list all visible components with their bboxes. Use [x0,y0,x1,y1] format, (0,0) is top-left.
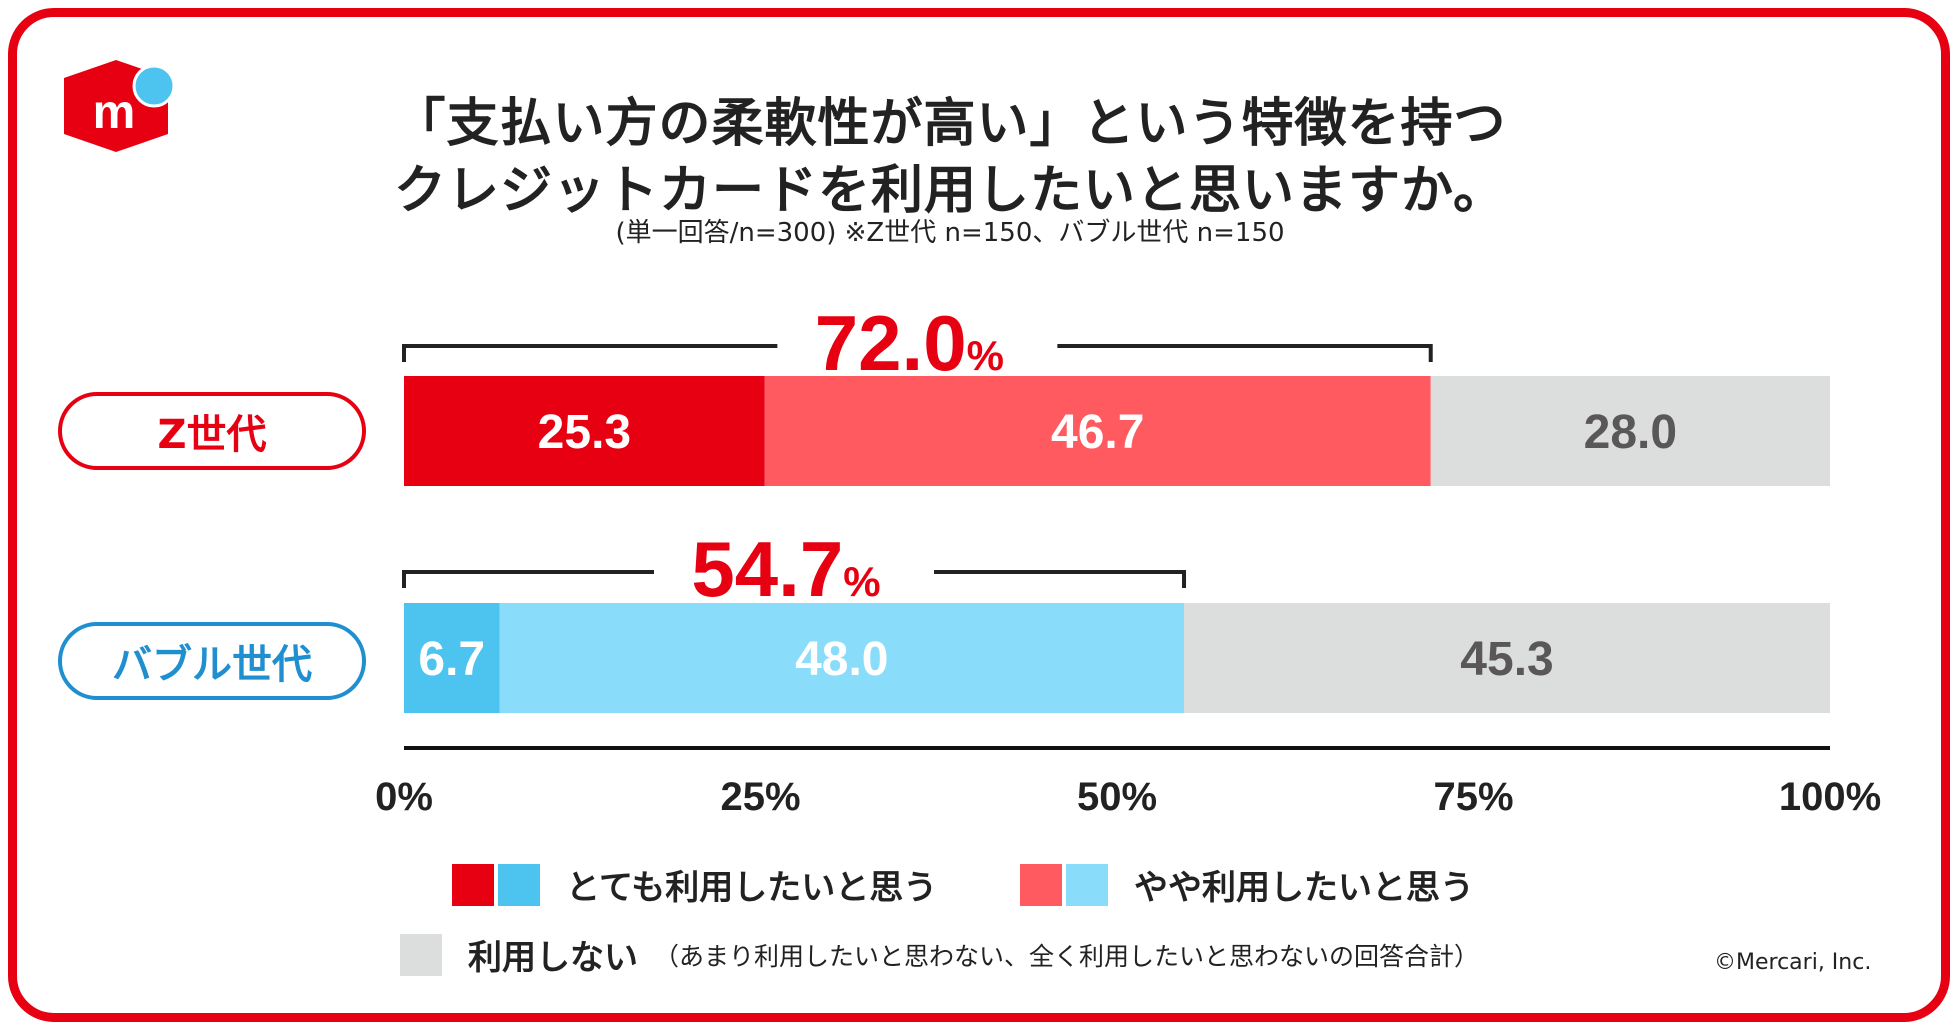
total-value-1: 54.7 [691,525,843,613]
legend-label-very: とても利用したいと思う [566,868,938,908]
legend-item-not: 利用しない （あまり利用したいと思わない、全く利用したいと思わないの回答合計） [400,930,1479,979]
copyright: ©Mercari, Inc. [1714,950,1872,975]
bar-segment-1-0 [404,603,500,713]
x-tick-label-1: 25% [720,775,800,819]
bar-value-label-1-0: 6.7 [418,633,485,686]
total-value-0: 72.0 [815,299,967,387]
total-unit-0: % [967,332,1004,379]
bar-segment-0-1 [764,376,1431,486]
legend-swatch-somewhat-blue [1066,863,1108,906]
card-frame [8,8,1950,1022]
bar-value-label-0-1: 46.7 [1051,406,1144,459]
x-tick-label-4: 100% [1779,775,1881,819]
legend-swatch-not [400,933,442,976]
total-label-0: 72.0% [815,299,1004,387]
bar-value-label-1-2: 45.3 [1460,633,1553,686]
total-bracket-left-1 [402,570,655,588]
legend-item-very: とても利用したいと思う [452,860,937,909]
chart-title-line2: クレジットカードを利用したいと思いますか。 [394,161,1506,221]
total-bracket-right-1 [934,570,1187,588]
bar-segment-0-0 [404,376,765,486]
mercari-logo-icon: m [64,60,174,152]
x-tick-label-0: 0% [375,775,433,819]
bar-segment-1-2 [1184,603,1830,713]
total-label-1: 54.7% [691,525,880,613]
legend-swatch-very-blue [498,863,540,906]
svg-text:m: m [93,86,136,139]
legend-label-somewhat: やや利用したいと思う [1134,868,1474,908]
total-bracket-left-0 [402,344,778,362]
chart-title-line1: 「支払い方の柔軟性が高い」という特徴を持つ [393,94,1507,154]
bar-segment-1-1 [499,603,1185,713]
chart-subtitle: (単一回答/n=300) ※Z世代 n=150、バブル世代 n=150 [615,218,1285,248]
bar-value-label-0-0: 25.3 [538,406,631,459]
legend-swatch-somewhat-red [1020,863,1062,906]
total-unit-1: % [843,558,880,605]
legend-item-somewhat: やや利用したいと思う [1020,860,1474,909]
bar-value-label-1-1: 48.0 [795,633,888,686]
legend-note-not: （あまり利用したいと思わない、全く利用したいと思わないの回答合計） [654,941,1480,971]
legend-swatch-very-red [452,863,494,906]
category-label-bubble-generation: バブル世代 [58,622,366,700]
bar-segment-0-2 [1430,376,1830,486]
bar-value-label-0-2: 28.0 [1584,406,1677,459]
x-tick-label-2: 50% [1077,775,1157,819]
total-bracket-right-0 [1057,344,1433,362]
legend-label-not: 利用しない [468,938,638,978]
category-label-z-generation: Z世代 [58,392,366,470]
x-tick-label-3: 75% [1433,775,1513,819]
